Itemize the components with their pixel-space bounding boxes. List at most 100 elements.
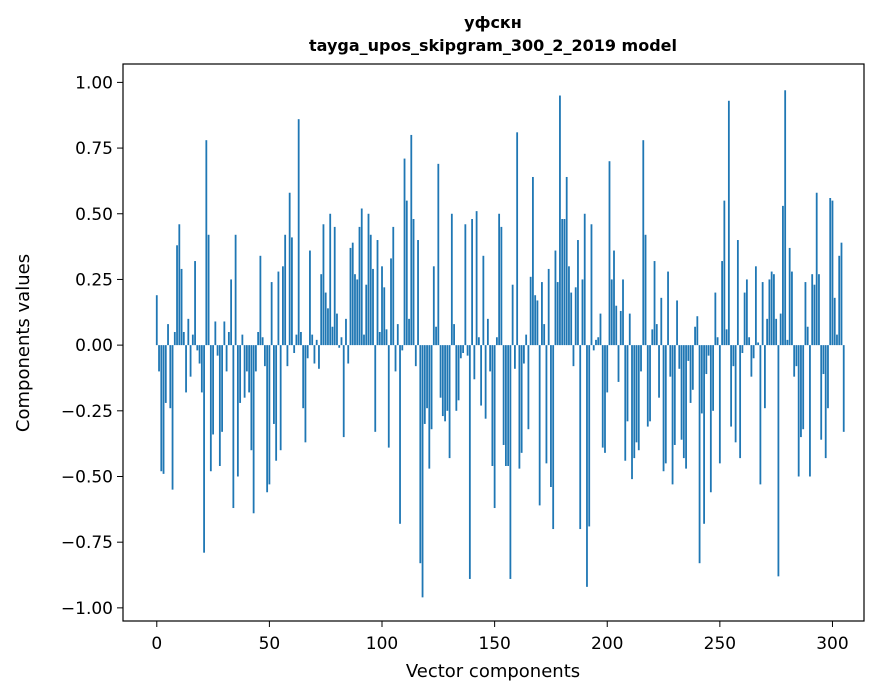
bar-295	[820, 345, 823, 440]
bar-55	[279, 345, 282, 451]
bar-263	[748, 337, 751, 346]
bar-181	[563, 219, 566, 346]
bar-44	[254, 345, 257, 372]
bar-110	[403, 158, 406, 346]
bar-27	[216, 345, 219, 356]
bar-275	[775, 318, 778, 346]
bar-30	[223, 321, 226, 346]
bar-187	[577, 240, 579, 346]
bar-106	[394, 345, 397, 372]
bar-36	[236, 345, 239, 477]
bar-252	[723, 200, 726, 346]
bar-233	[680, 345, 683, 440]
bar-136	[462, 345, 464, 354]
bar-224	[660, 297, 663, 346]
bar-254	[727, 100, 730, 346]
bar-19	[198, 345, 201, 364]
bar-236	[687, 345, 690, 361]
bar-144	[480, 345, 483, 406]
bar-116	[417, 240, 419, 346]
bar-153	[500, 226, 503, 346]
bar-182	[565, 176, 568, 346]
bar-217	[644, 234, 647, 346]
bar-154	[502, 345, 505, 445]
bar-72	[318, 345, 320, 369]
bar-157	[509, 345, 512, 579]
bar-290	[809, 345, 811, 477]
bar-162	[520, 345, 523, 453]
y-tick-label: 0.50	[75, 205, 113, 225]
bar-160	[516, 132, 519, 346]
bar-115	[414, 345, 417, 367]
bar-22	[205, 140, 208, 346]
bar-87	[351, 242, 354, 346]
bar-180	[561, 219, 564, 346]
bar-185	[572, 345, 575, 367]
bar-166	[529, 276, 532, 346]
bar-243	[703, 345, 705, 524]
bar-271	[766, 318, 769, 346]
bar-223	[658, 345, 660, 398]
bar-90	[358, 226, 361, 346]
x-tick-label: 150	[478, 634, 510, 654]
x-axis-label: Vector components	[406, 661, 580, 682]
bar-119	[423, 345, 426, 424]
bar-222	[655, 324, 658, 346]
x-tick-label: 0	[151, 634, 162, 654]
bar-2	[160, 345, 163, 472]
bar-139	[468, 345, 471, 579]
bar-43	[252, 345, 255, 514]
bar-303	[838, 255, 841, 346]
bar-97	[374, 345, 377, 432]
bar-209	[626, 345, 629, 422]
bar-56	[282, 266, 284, 346]
bar-205	[617, 345, 620, 382]
bar-237	[689, 345, 692, 403]
bar-196	[597, 337, 600, 346]
bar-47	[261, 337, 264, 346]
x-axis-ticks: 0 50 100 150 200 250 300	[151, 621, 849, 654]
bar-91	[360, 208, 363, 346]
bar-3	[162, 345, 165, 474]
bar-77	[329, 213, 332, 346]
bar-112	[408, 318, 410, 346]
bar-152	[498, 213, 501, 346]
bar-164	[525, 334, 528, 346]
bar-276	[777, 345, 780, 577]
bar-261	[743, 292, 746, 346]
bar-184	[570, 292, 573, 346]
bar-38	[241, 334, 244, 346]
bar-73	[320, 274, 323, 346]
bar-242	[700, 345, 703, 414]
bar-244	[705, 345, 708, 375]
bar-126	[439, 345, 442, 398]
bar-83	[342, 345, 345, 438]
bar-63	[297, 119, 300, 346]
x-tick-label: 200	[591, 634, 623, 654]
bar-176	[552, 345, 555, 530]
bar-235	[685, 345, 687, 469]
bar-284	[795, 345, 798, 367]
x-tick-label: 100	[366, 634, 398, 654]
bar-266	[754, 266, 757, 346]
bar-13	[185, 345, 187, 393]
bar-215	[640, 345, 642, 372]
x-tick-label: 250	[704, 634, 736, 654]
bar-57	[284, 234, 287, 346]
y-axis-label: Components values	[13, 254, 34, 432]
bar-84	[345, 318, 347, 346]
bar-186	[574, 287, 577, 346]
bar-145	[482, 255, 485, 346]
bar-193	[590, 224, 593, 346]
bar-292	[813, 284, 816, 346]
bar-204	[615, 305, 618, 346]
y-tick-label: −0.25	[61, 402, 113, 422]
bar-257	[734, 345, 737, 443]
bar-279	[784, 90, 787, 346]
bar-262	[745, 279, 748, 346]
bar-5	[167, 324, 169, 346]
bar-133	[455, 345, 458, 411]
bar-202	[610, 279, 613, 346]
